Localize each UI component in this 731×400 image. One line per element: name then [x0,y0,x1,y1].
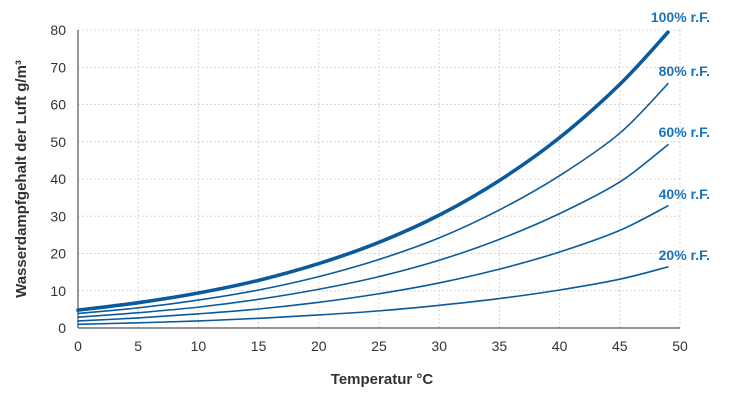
x-tick-label: 25 [371,338,387,354]
grid-lines [78,29,681,328]
series-label-5: 20% r.F. [659,247,710,263]
series-label-1: 100% r.F. [651,9,710,25]
series-label-3: 60% r.F. [659,124,710,140]
series-labels: 100% r.F. 80% r.F. 60% r.F. 40% r.F. 20% r.F… [651,9,710,263]
series-label-4: 40% r.F. [659,186,710,202]
series-label-2: 80% r.F. [659,63,710,79]
series-line-5 [77,266,669,326]
x-tick-label: 10 [191,338,207,354]
x-tick-label: 50 [672,338,688,354]
y-tick-label: 20 [50,246,66,262]
series-line-3 [77,143,669,318]
series-lines [76,30,670,326]
y-tick-label: 70 [50,59,66,75]
x-tick-label: 20 [311,338,327,354]
x-tick-label: 35 [492,338,508,354]
axes [77,30,680,329]
y-tick-label: 50 [50,134,66,150]
y-tick-label: 30 [50,208,66,224]
x-axis-title: Temperatur °C [331,371,434,388]
y-tick-label: 80 [50,22,66,38]
y-tick-label: 10 [50,283,66,299]
x-tick-label: 0 [74,338,82,354]
y-tick-label: 0 [58,320,66,336]
series-line-1 [76,30,670,312]
series-line-4 [77,205,669,322]
x-tick-label: 45 [612,338,628,354]
x-tick-label: 5 [134,338,142,354]
y-tick-label: 60 [50,97,66,113]
x-tick-label: 40 [552,338,568,354]
x-tick-label: 15 [251,338,267,354]
y-axis-title: Wasserdampfgehalt der Luft g/m³ [13,60,30,298]
y-tick-label: 40 [50,171,66,187]
tick-labels: 0 5 10 15 20 25 30 35 40 45 50 0 10 20 30 40 50 60 70 80 [50,22,688,354]
x-tick-label: 30 [431,338,447,354]
series-line-2 [77,82,669,315]
